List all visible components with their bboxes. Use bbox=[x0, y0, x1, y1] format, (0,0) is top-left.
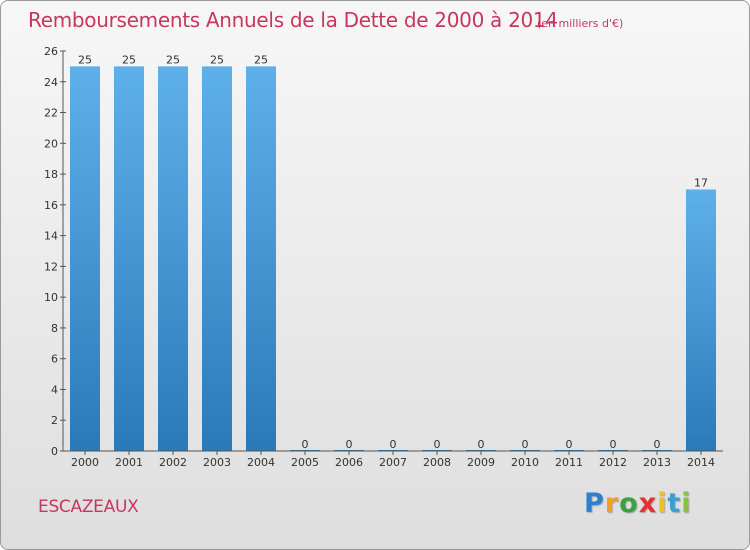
bar-value-label: 17 bbox=[694, 176, 708, 189]
logo-letter: x bbox=[638, 488, 658, 519]
x-tick-label: 2007 bbox=[379, 456, 407, 469]
commune-name: ESCAZEAUX bbox=[38, 497, 139, 517]
y-tick-label: 10 bbox=[44, 291, 58, 304]
y-tick-label: 26 bbox=[44, 45, 58, 58]
bar bbox=[686, 189, 716, 451]
y-tick-label: 18 bbox=[44, 168, 58, 181]
y-tick-label: 12 bbox=[44, 260, 58, 273]
x-tick-label: 2013 bbox=[643, 456, 671, 469]
x-tick-label: 2006 bbox=[335, 456, 363, 469]
x-tick-label: 2000 bbox=[71, 456, 99, 469]
y-tick-label: 8 bbox=[51, 322, 58, 335]
bar-value-label: 0 bbox=[434, 438, 441, 451]
x-tick-label: 2004 bbox=[247, 456, 275, 469]
x-tick-label: 2012 bbox=[599, 456, 627, 469]
y-tick-label: 2 bbox=[51, 414, 58, 427]
bar bbox=[202, 66, 232, 451]
x-tick-label: 2002 bbox=[159, 456, 187, 469]
x-axis: 2000 2001 2002 2003 2004 2005 2006 2007 2008 2009… bbox=[63, 450, 723, 469]
bar-value-label: 0 bbox=[654, 438, 661, 451]
x-tick-label: 2014 bbox=[687, 456, 715, 469]
y-tick-label: 4 bbox=[51, 383, 58, 396]
x-tick-label: 2001 bbox=[115, 456, 143, 469]
x-tick-label: 2011 bbox=[555, 456, 583, 469]
bar-value-label: 25 bbox=[166, 53, 180, 66]
bar bbox=[158, 66, 188, 451]
y-tick-label: 24 bbox=[44, 76, 58, 89]
logo-letter: i bbox=[657, 488, 668, 519]
bars: 25 25 25 25 25 0 0 0 0 0 0 0 0 0 17 bbox=[70, 53, 716, 451]
x-tick-label: 2005 bbox=[291, 456, 319, 469]
logo-letter: r bbox=[604, 488, 620, 519]
y-tick-label: 20 bbox=[44, 137, 58, 150]
bar bbox=[246, 66, 276, 451]
bar bbox=[70, 66, 100, 451]
y-tick-label: 0 bbox=[51, 445, 58, 458]
chart-title: Remboursements Annuels de la Dette de 20… bbox=[28, 8, 558, 32]
bar-value-label: 0 bbox=[566, 438, 573, 451]
x-tick-label: 2009 bbox=[467, 456, 495, 469]
y-tick-label: 22 bbox=[44, 107, 58, 120]
bar-value-label: 0 bbox=[302, 438, 309, 451]
bar-value-label: 25 bbox=[122, 53, 136, 66]
bar-value-label: 0 bbox=[522, 438, 529, 451]
y-tick-label: 14 bbox=[44, 230, 58, 243]
bar-value-label: 0 bbox=[478, 438, 485, 451]
logo-letter: P bbox=[584, 488, 605, 519]
logo-letter: i bbox=[681, 488, 692, 519]
x-tick-label: 2003 bbox=[203, 456, 231, 469]
y-tick-label: 16 bbox=[44, 199, 58, 212]
x-tick-label: 2010 bbox=[511, 456, 539, 469]
logo-letter: o bbox=[619, 488, 639, 519]
bar-value-label: 0 bbox=[610, 438, 617, 451]
proxiti-logo: Proxiti bbox=[584, 488, 692, 519]
bar-value-label: 25 bbox=[254, 53, 268, 66]
bar bbox=[114, 66, 144, 451]
chart-subtitle: (en milliers d'€) bbox=[537, 17, 624, 30]
bar-value-label: 25 bbox=[78, 53, 92, 66]
logo-letter: t bbox=[667, 488, 682, 519]
bar-value-label: 25 bbox=[210, 53, 224, 66]
bar-value-label: 0 bbox=[346, 438, 353, 451]
bar-value-label: 0 bbox=[390, 438, 397, 451]
y-tick-label: 6 bbox=[51, 353, 58, 366]
x-tick-label: 2008 bbox=[423, 456, 451, 469]
